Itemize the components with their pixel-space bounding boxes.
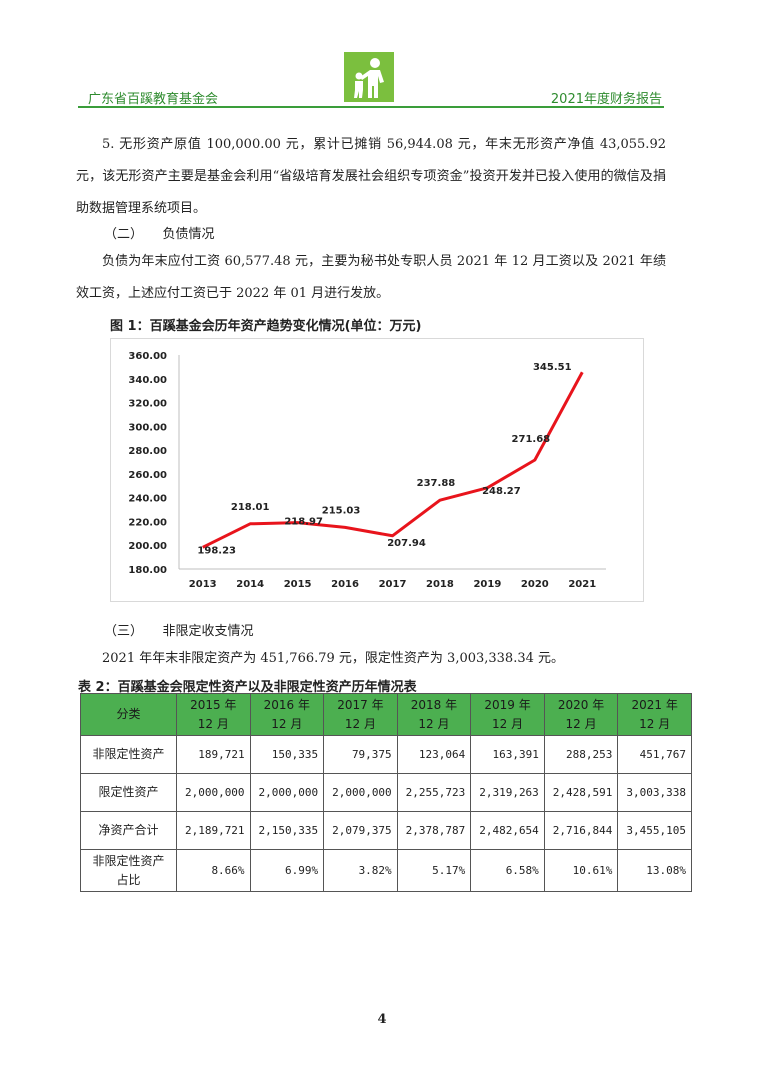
page-number: 4 — [377, 1012, 387, 1027]
table-cell: 6.58% — [470, 849, 545, 892]
table-cell: 3,455,105 — [617, 811, 692, 850]
paragraph-intangible-assets: 5. 无形资产原值 100,000.00 元，累计已摊销 56,944.08 元… — [76, 137, 666, 216]
family-icon — [344, 52, 394, 102]
y-tick-label: 340.00 — [128, 375, 167, 386]
table-cell: 3.82% — [323, 849, 398, 892]
data-label: 218.01 — [231, 502, 270, 513]
table-row-unrestricted: 非限定性资产 189,721 150,335 79,375 123,064 16… — [80, 735, 692, 774]
data-label: 345.51 — [533, 362, 572, 373]
table-cell: 2,189,721 — [176, 811, 251, 850]
y-tick-label: 360.00 — [128, 351, 167, 362]
data-label: 271.68 — [512, 434, 551, 445]
x-tick-label: 2020 — [521, 579, 549, 590]
asset-trend-chart: 180.00 200.00 220.00 240.00 260.00 280.00 300.… — [110, 338, 644, 602]
data-label: 198.23 — [197, 545, 236, 556]
column-header: 2021 年 12 月 — [617, 693, 692, 736]
table-cell: 288,253 — [543, 735, 619, 774]
table-row-net-assets: 净资产合计 2,189,721 2,150,335 2,079,375 2,37… — [80, 811, 692, 850]
table-cell: 451,767 — [617, 735, 692, 774]
table-cell: 2,319,263 — [470, 773, 545, 812]
row-label: 净资产合计 — [80, 811, 177, 850]
table-cell: 2,000,000 — [176, 773, 251, 812]
x-tick-label: 2019 — [473, 579, 501, 590]
y-tick-label: 260.00 — [128, 470, 167, 481]
table-corner-cell: 分类 — [80, 693, 177, 736]
table-cell: 2,378,787 — [396, 811, 472, 850]
column-header: 2018 年 12 月 — [396, 693, 472, 736]
column-header: 2019 年 12 月 — [470, 693, 545, 736]
y-tick-label: 300.00 — [128, 422, 167, 433]
table-cell: 3,003,338 — [617, 773, 692, 812]
table-row-ratio: 非限定性资产 占比 8.66% 6.99% 3.82% 5.17% 6.58% 1… — [80, 849, 692, 892]
x-tick-label: 2013 — [189, 579, 217, 590]
y-tick-label: 180.00 — [128, 565, 167, 576]
series-line — [202, 371, 584, 549]
column-header: 2015 年 12 月 — [176, 693, 251, 736]
x-tick-label: 2015 — [284, 579, 312, 590]
column-header: 2020 年 12 月 — [543, 693, 619, 736]
table-cell: 5.17% — [396, 849, 472, 892]
header-org-name: 广东省百蹊教育基金会 — [88, 92, 219, 107]
header-divider — [78, 106, 664, 108]
data-label: 248.27 — [482, 486, 521, 497]
section-heading-liabilities: （二） 负债情况 — [104, 227, 215, 242]
table-cell: 13.08% — [617, 849, 692, 892]
table-cell: 150,335 — [249, 735, 325, 774]
table-cell: 2,000,000 — [249, 773, 325, 812]
y-tick-label: 200.00 — [128, 541, 167, 552]
foundation-logo — [344, 52, 394, 102]
data-label: 215.03 — [322, 505, 361, 516]
y-tick-label: 280.00 — [128, 446, 167, 457]
table-cell: 8.66% — [176, 849, 251, 892]
table-cell: 2,000,000 — [323, 773, 398, 812]
column-header: 2017 年 12 月 — [323, 693, 398, 736]
table-cell: 10.61% — [543, 849, 619, 892]
row-label: 非限定性资产 占比 — [80, 849, 177, 892]
y-tick-label: 220.00 — [128, 517, 167, 528]
y-tick-label: 240.00 — [128, 494, 167, 505]
x-tick-label: 2021 — [568, 579, 596, 590]
table-cell: 2,079,375 — [323, 811, 398, 850]
header-report-title: 2021年度财务报告 — [550, 92, 662, 107]
table-cell: 2,428,591 — [543, 773, 619, 812]
figure-title: 图 1：百蹊基金会历年资产趋势变化情况(单位：万元) — [110, 319, 422, 334]
paragraph-liabilities: 负债为年末应付工资 60,577.48 元，主要为秘书处专职人员 2021 年 … — [76, 254, 666, 301]
table-row-restricted: 限定性资产 2,000,000 2,000,000 2,000,000 2,25… — [80, 773, 692, 812]
table-cell: 189,721 — [176, 735, 251, 774]
table-title: 表 2：百蹊基金会限定性资产以及非限定性资产历年情况表 — [78, 680, 417, 695]
table-header-row: 分类 2015 年 12 月 2016 年 12 月 2017 年 12 月 2018… — [80, 693, 692, 736]
table-cell: 2,716,844 — [543, 811, 619, 850]
table-cell: 2,150,335 — [249, 811, 325, 850]
table-cell: 6.99% — [249, 849, 325, 892]
table-cell: 2,482,654 — [470, 811, 545, 850]
row-label: 非限定性资产 — [80, 735, 177, 774]
table-cell: 2,255,723 — [396, 773, 472, 812]
data-label: 218.97 — [284, 517, 323, 528]
chart-svg: 180.00 200.00 220.00 240.00 260.00 280.00 300.… — [128, 351, 606, 590]
paragraph-unrestricted: 2021 年年末非限定资产为 451,766.79 元，限定性资产为 3,003… — [102, 651, 565, 666]
table-cell: 79,375 — [323, 735, 398, 774]
table-cell: 163,391 — [470, 735, 545, 774]
assets-table: 分类 2015 年 12 月 2016 年 12 月 2017 年 12 月 2018… — [80, 693, 692, 892]
x-tick-label: 2017 — [379, 579, 407, 590]
column-header: 2016 年 12 月 — [249, 693, 325, 736]
row-label: 限定性资产 — [80, 773, 177, 812]
x-tick-label: 2014 — [236, 579, 264, 590]
data-label: 207.94 — [387, 538, 426, 549]
section-heading-unrestricted: （三） 非限定收支情况 — [104, 624, 254, 639]
data-label: 237.88 — [417, 478, 456, 489]
table-cell: 123,064 — [396, 735, 472, 774]
x-tick-label: 2018 — [426, 579, 454, 590]
y-tick-label: 320.00 — [128, 399, 167, 410]
x-tick-label: 2016 — [331, 579, 359, 590]
